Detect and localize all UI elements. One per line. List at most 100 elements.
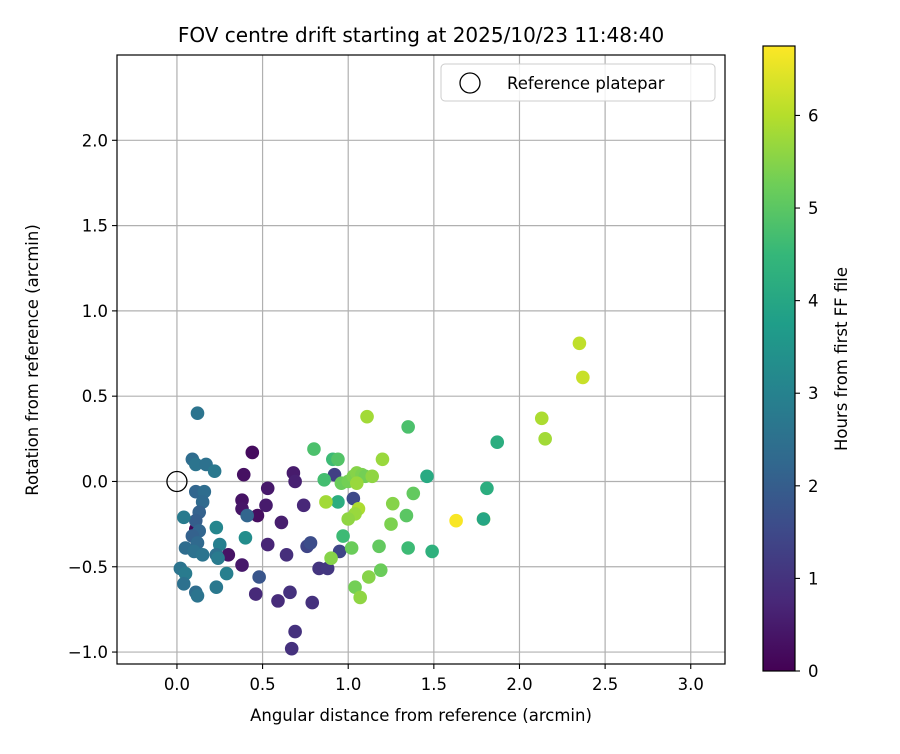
reference-platepar-marker — [166, 470, 188, 493]
scatter-point — [385, 496, 400, 511]
colorbar-label: Hours from first FF file — [832, 267, 851, 451]
scatter-point — [538, 432, 552, 446]
scatter-point — [449, 513, 463, 528]
scatter-point — [245, 445, 260, 460]
scatter-point — [349, 476, 364, 490]
colorbar — [762, 45, 796, 672]
scatter-point — [252, 570, 266, 584]
scatter-point — [178, 566, 193, 581]
colorbar-tick-label: 0 — [808, 662, 819, 681]
y-tick-label: 1.0 — [82, 302, 108, 321]
x-tick-label: 2.5 — [592, 675, 618, 694]
scatter-point — [207, 464, 222, 479]
x-tick-label: 1.0 — [335, 675, 361, 694]
x-axis-ticks: 0.0 0.5 1.0 1.5 2.0 2.5 3.0 — [164, 664, 704, 694]
scatter-point — [480, 481, 494, 496]
x-tick-label: 0.5 — [249, 675, 275, 694]
x-tick-label: 2.0 — [506, 675, 532, 694]
scatter-point — [240, 508, 254, 523]
scatter-point — [348, 580, 362, 595]
scatter-point — [236, 467, 251, 482]
colorbar-ticks: 0 1 2 3 4 5 6 — [795, 106, 819, 681]
scatter-point — [576, 370, 590, 385]
y-tick-label: 1.5 — [82, 217, 108, 236]
y-axis-ticks: −1.0 −0.5 0.0 0.5 1.0 1.5 2.0 — [68, 131, 117, 662]
scatter-point — [534, 411, 549, 426]
scatter-point — [303, 536, 318, 550]
scatter-point — [341, 512, 356, 526]
scatter-point — [195, 548, 210, 562]
scatter-point — [197, 484, 212, 499]
scatter-point — [190, 406, 205, 421]
scatter-point — [399, 508, 414, 523]
colorbar-tick-label: 5 — [808, 199, 819, 218]
scatter-point — [209, 520, 224, 535]
scatter-point — [384, 517, 398, 531]
legend-label: Reference platepar — [507, 74, 665, 93]
scatter-point — [190, 588, 205, 603]
grid-lines — [117, 55, 725, 664]
scatter-point — [331, 495, 345, 509]
scatter-point — [346, 491, 361, 506]
scatter-point — [365, 469, 379, 484]
plot-frame — [116, 54, 726, 665]
scatter-point — [260, 481, 275, 496]
scatter-point — [212, 537, 227, 552]
scatter-point — [360, 409, 374, 424]
scatter-point — [490, 435, 505, 450]
plot-background — [117, 55, 725, 664]
scatter-point — [195, 495, 210, 509]
scatter-point — [319, 495, 333, 509]
x-tick-label: 1.5 — [421, 675, 447, 694]
scatter-point — [259, 498, 273, 513]
scatter-point — [188, 513, 203, 528]
scatter-point — [401, 541, 415, 555]
scatter-point — [336, 529, 350, 543]
scatter-point — [221, 548, 236, 562]
x-tick-label: 3.0 — [678, 675, 704, 694]
scatter-point — [372, 539, 386, 554]
colorbar-tick-label: 6 — [808, 106, 819, 125]
scatter-point — [283, 585, 297, 600]
scatter-point — [288, 474, 302, 489]
scatter-point — [476, 512, 491, 526]
scatter-point — [320, 561, 335, 576]
y-tick-label: −1.0 — [68, 643, 108, 662]
scatter-point — [260, 537, 275, 552]
y-tick-label: 0.5 — [82, 387, 108, 406]
colorbar-tick-label: 1 — [808, 569, 819, 588]
y-tick-label: −0.5 — [68, 558, 108, 577]
scatter-point — [361, 570, 376, 584]
legend-box — [440, 63, 716, 102]
colorbar-tick-label: 2 — [808, 477, 819, 496]
scatter-point — [353, 590, 368, 605]
scatter-point — [401, 420, 415, 434]
scatter-point — [211, 551, 225, 566]
scatter-point — [219, 566, 234, 581]
reference-marker — [166, 470, 188, 493]
y-tick-label: 2.0 — [82, 131, 108, 150]
scatter-point — [344, 541, 359, 555]
scatter-point — [425, 544, 439, 559]
scatter-point — [572, 336, 587, 351]
legend-reference-marker — [459, 72, 481, 94]
scatter-point — [406, 486, 421, 501]
scatter-point — [271, 594, 285, 608]
scatter-point — [279, 548, 294, 562]
scatter-point — [296, 498, 311, 513]
scatter-point — [274, 515, 289, 530]
scatter-point — [250, 508, 265, 523]
colorbar-tick-label: 3 — [808, 384, 819, 403]
chart-title: FOV centre drift starting at 2025/10/23 … — [178, 23, 664, 47]
scatter-point — [331, 452, 345, 467]
scatter-point — [188, 457, 203, 472]
scatter-point — [373, 563, 388, 577]
x-tick-label: 0.0 — [164, 675, 190, 694]
scatter-point — [317, 472, 332, 487]
x-axis-label: Angular distance from reference (arcmin) — [250, 706, 592, 725]
scatter-point — [238, 530, 253, 545]
scatter-point — [420, 469, 434, 484]
scatter-point — [305, 595, 320, 610]
y-axis-label: Rotation from reference (arcmin) — [23, 224, 42, 496]
